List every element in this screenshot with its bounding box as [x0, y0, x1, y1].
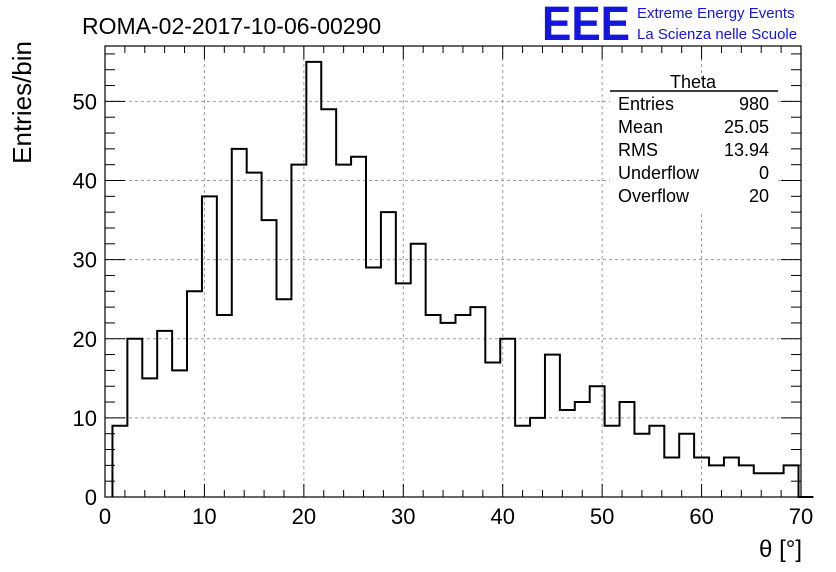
plot-frame	[104, 45, 802, 498]
stats-row-value: 0	[759, 163, 769, 183]
stats-row-label: Mean	[618, 117, 663, 137]
stats-box-rows: Entries 980 Mean 25.05 RMS 13.94 Underflow 0 Ove…	[618, 94, 769, 206]
stats-box-background	[610, 78, 778, 212]
stats-box: Theta Entries 980 Mean 25.05 RMS 13.94 Underfl…	[610, 72, 778, 212]
grid-lines	[105, 46, 801, 497]
x-tick-label: 30	[391, 504, 415, 529]
eee-logo-line2: La Scienza nelle Scuole	[637, 26, 797, 43]
axis-tick-labels: 0 10 20 30 40 50 60 70 0 10 20 30 40 50	[73, 89, 814, 529]
eee-logo-mark: EEE	[542, 0, 630, 51]
stats-row-label: Underflow	[618, 163, 700, 183]
y-tick-label: 30	[73, 248, 97, 273]
stats-row-value: 980	[739, 94, 769, 114]
histogram-outline	[111, 60, 814, 498]
stats-row-label: RMS	[618, 140, 658, 160]
stats-row-value: 13.94	[724, 140, 769, 160]
x-tick-label: 20	[292, 504, 316, 529]
axis-ticks	[104, 46, 802, 498]
stats-row-value: 25.05	[724, 117, 769, 137]
x-axis-label: θ [°]	[759, 536, 802, 563]
x-tick-label: 60	[689, 504, 713, 529]
y-tick-label: 40	[73, 169, 97, 194]
stats-row-label: Overflow	[618, 186, 690, 206]
eee-logo-line1: Extreme Energy Events	[637, 5, 795, 22]
chart-title: ROMA-02-2017-10-06-00290	[82, 13, 381, 39]
x-tick-label: 70	[789, 504, 813, 529]
stats-box-name: Theta	[670, 72, 717, 92]
x-tick-label: 40	[490, 504, 514, 529]
y-tick-label: 0	[85, 485, 97, 510]
y-tick-label: 20	[73, 327, 97, 352]
x-tick-label: 0	[99, 504, 111, 529]
stats-row-label: Entries	[618, 94, 674, 114]
x-tick-label: 50	[590, 504, 614, 529]
y-tick-label: 10	[73, 406, 97, 431]
eee-logo: EEE Extreme Energy Events La Scienza nel…	[542, 0, 797, 51]
y-tick-label: 50	[73, 89, 97, 114]
x-tick-label: 10	[192, 504, 216, 529]
y-axis-label: Entries/bin	[7, 41, 37, 164]
stats-row-value: 20	[749, 186, 769, 206]
